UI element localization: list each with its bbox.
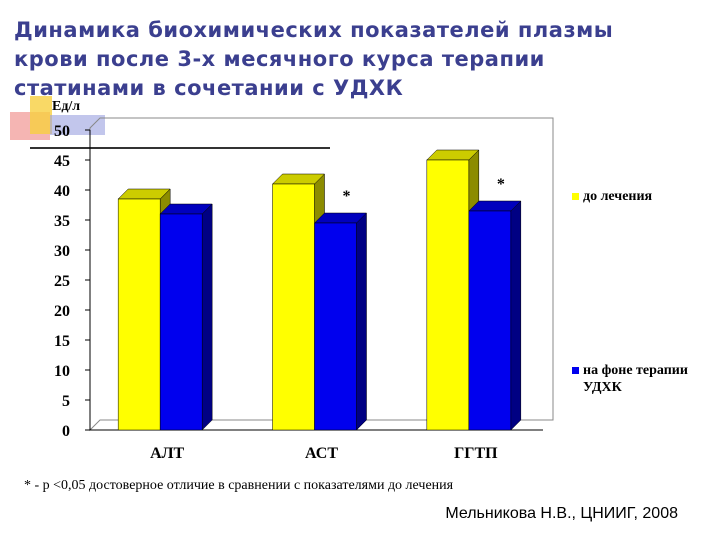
bar-side	[510, 200, 522, 431]
decor	[50, 115, 105, 135]
legend-label: до лечения	[583, 189, 653, 204]
x-tick-label: АЛТ	[150, 445, 184, 462]
legend-item: на фоне терапии УДХК	[572, 362, 718, 396]
bar-side	[356, 212, 367, 431]
bar	[426, 159, 470, 431]
legend-item: до лечения	[572, 188, 718, 205]
author: Мельникова Н.В., ЦНИИГ, 2008	[445, 505, 678, 522]
y-tick-label: 45	[54, 153, 70, 170]
bar	[314, 222, 357, 431]
y-tick-label: 5	[62, 393, 70, 410]
bar	[272, 183, 315, 431]
annotation: *	[343, 188, 351, 205]
y-tick-label: 10	[54, 363, 70, 380]
y-tick-label: 0	[62, 423, 70, 440]
y-tick-label: 50	[54, 123, 70, 140]
bar	[468, 210, 512, 431]
title: Динамика биохимических показателей плазм…	[14, 18, 614, 100]
decor	[30, 96, 52, 134]
bar	[159, 213, 203, 431]
plot-wall	[89, 117, 554, 432]
y-tick-label: 25	[54, 273, 70, 290]
y-tick-label: 15	[54, 333, 70, 350]
legend-label: на фоне терапии УДХК	[583, 363, 688, 395]
legend-swatch	[572, 367, 579, 374]
footnote: * - p <0,05 достоверное отличие в сравне…	[24, 478, 454, 493]
bar	[117, 198, 161, 431]
y-tick-label: 20	[54, 303, 70, 320]
x-tick-label: АСТ	[305, 445, 338, 462]
annotation: *	[497, 176, 505, 193]
y-axis-label: Ед/л	[52, 99, 80, 114]
legend-swatch	[572, 193, 579, 200]
bar-side	[201, 203, 213, 431]
y-tick-label: 35	[54, 213, 70, 230]
y-tick-label: 40	[54, 183, 70, 200]
y-tick-label: 30	[54, 243, 70, 260]
x-tick-label: ГГТП	[454, 445, 498, 462]
